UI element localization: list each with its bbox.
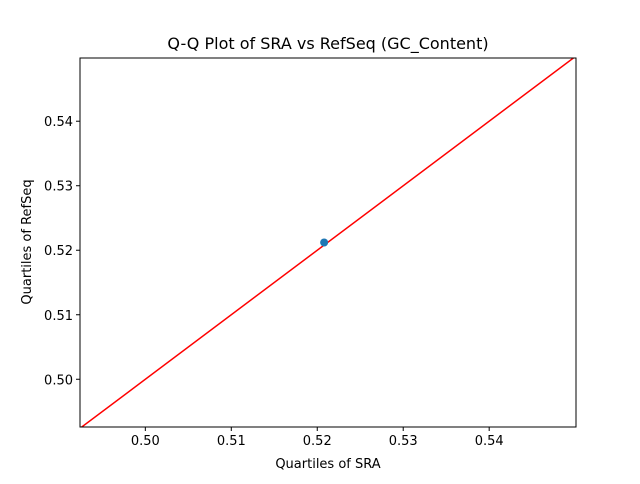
y-tick-label: 0.54	[44, 115, 73, 130]
y-tick-label: 0.50	[44, 373, 73, 388]
y-tick-label: 0.52	[44, 244, 73, 259]
x-tick-label: 0.50	[131, 434, 160, 449]
plot-frame	[79, 57, 577, 428]
chart-title: Q-Q Plot of SRA vs RefSeq (GC_Content)	[167, 34, 488, 54]
x-tick-label: 0.54	[475, 434, 504, 449]
y-tick-label: 0.53	[44, 180, 73, 195]
x-tick-label: 0.52	[303, 434, 332, 449]
x-tick-label: 0.53	[389, 434, 418, 449]
y-axis-label: Quartiles of RefSeq	[20, 179, 35, 304]
y-tick-label: 0.51	[44, 309, 73, 324]
x-tick-label: 0.51	[217, 434, 246, 449]
x-axis-label: Quartiles of SRA	[275, 457, 380, 472]
point	[320, 238, 329, 247]
